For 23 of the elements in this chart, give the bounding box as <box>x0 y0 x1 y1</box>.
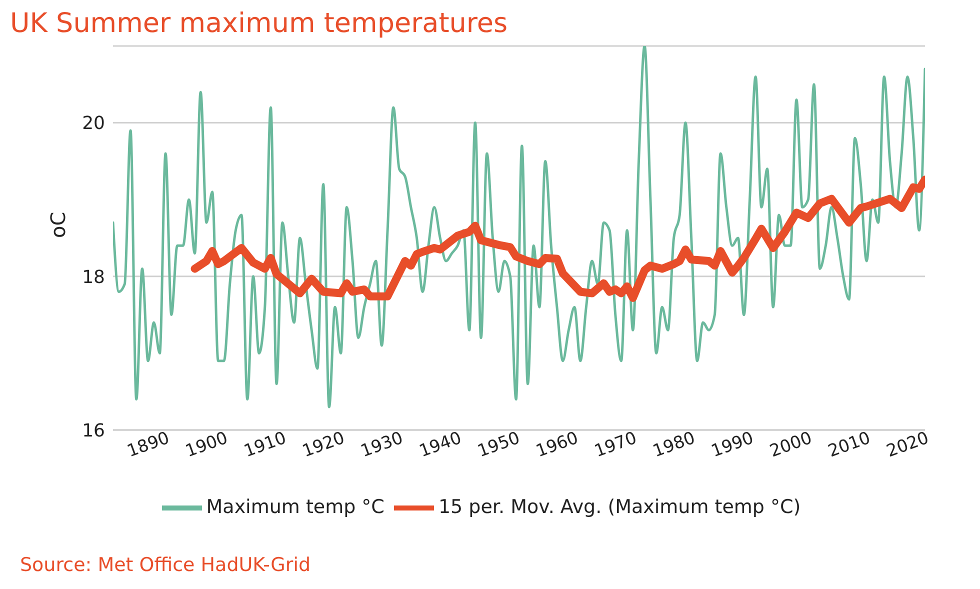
y-tick-label: 18 <box>82 266 105 288</box>
x-tick-label: 1990 <box>708 428 756 462</box>
y-axis-title: oC <box>46 212 70 238</box>
x-tick-label: 1890 <box>124 428 172 462</box>
x-tick-label: 2010 <box>826 428 874 462</box>
x-tick-label: 1960 <box>534 428 582 462</box>
x-tick-label: 1920 <box>300 428 348 462</box>
x-tick-label: 2000 <box>767 428 815 462</box>
x-tick-label: 2020 <box>884 428 932 462</box>
x-tick-label: 1950 <box>475 428 523 462</box>
legend-label: 15 per. Mov. Avg. (Maximum temp °C) <box>438 496 801 518</box>
source-note: Source: Met Office HadUK-Grid <box>20 554 311 576</box>
x-tick-label: 1900 <box>183 428 231 462</box>
x-tick-label: 1980 <box>650 428 698 462</box>
chart-title: UK Summer maximum temperatures <box>10 8 508 39</box>
y-tick-label: 16 <box>82 420 105 442</box>
x-tick-label: 1910 <box>241 428 289 462</box>
y-tick-label: 20 <box>82 113 105 134</box>
x-tick-label: 1970 <box>592 428 640 462</box>
x-tick-label: 1930 <box>358 428 406 462</box>
legend-label: Maximum temp °C <box>206 496 384 518</box>
line-series <box>113 46 925 408</box>
x-tick-label: 1940 <box>416 428 464 462</box>
